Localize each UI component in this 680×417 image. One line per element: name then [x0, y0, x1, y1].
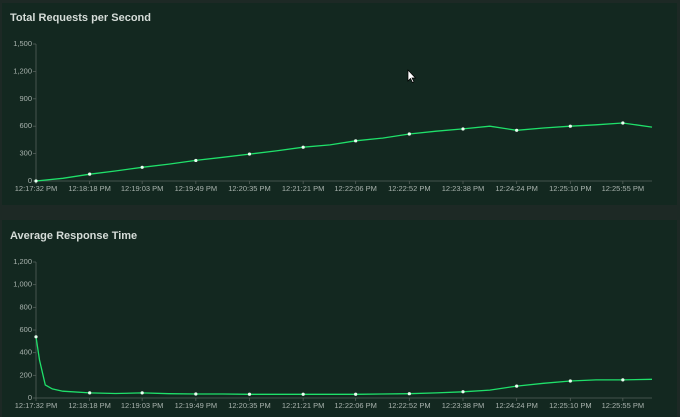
point — [301, 392, 305, 396]
x-tick-label: 12:22:52 PM — [388, 401, 431, 410]
x-tick-label: 12:22:52 PM — [388, 184, 431, 193]
x-tick-label: 12:19:49 PM — [175, 184, 218, 193]
x-tick-label: 12:17:32 PM — [15, 184, 58, 193]
y-tick-label: 1,200 — [13, 66, 32, 75]
y-tick-label: 0 — [28, 393, 32, 402]
y-tick-label: 600 — [19, 325, 32, 334]
y-tick-label: 800 — [19, 302, 32, 311]
x-tick-label: 12:21:21 PM — [282, 184, 325, 193]
cursor — [407, 69, 417, 83]
point — [34, 335, 38, 339]
x-tick-label: 12:22:06 PM — [334, 401, 377, 410]
point — [407, 392, 411, 396]
x-tick-label: 12:25:55 PM — [602, 401, 645, 410]
y-tick-label: 300 — [19, 149, 32, 158]
point — [515, 384, 519, 388]
y-tick-label: 0 — [28, 176, 32, 185]
point — [621, 121, 625, 125]
x-tick-label: 12:18:18 PM — [68, 184, 111, 193]
x-tick-label: 12:24:24 PM — [495, 401, 538, 410]
point — [621, 378, 625, 382]
point — [247, 152, 252, 156]
point — [34, 179, 38, 183]
point — [515, 128, 519, 132]
x-tick-label: 12:20:35 PM — [228, 184, 271, 193]
point — [247, 392, 252, 396]
x-tick-label: 12:23:38 PM — [442, 184, 485, 193]
x-tick-label: 12:17:32 PM — [15, 401, 58, 410]
x-tick-label: 12:21:21 PM — [282, 401, 325, 410]
point — [194, 158, 198, 163]
x-tick-label: 12:23:38 PM — [442, 401, 485, 410]
point — [301, 145, 305, 149]
y-tick-label: 1,200 — [13, 257, 32, 266]
x-tick-label: 12:25:10 PM — [549, 401, 592, 410]
x-tick-label: 12:25:55 PM — [602, 184, 645, 193]
x-tick-label: 12:18:18 PM — [68, 401, 111, 410]
point — [354, 139, 358, 143]
point — [140, 391, 144, 395]
point — [354, 392, 358, 396]
point — [88, 391, 92, 395]
y-tick-label: 400 — [19, 348, 32, 357]
point — [407, 132, 411, 136]
y-tick-label: 200 — [19, 370, 32, 379]
point — [568, 379, 572, 383]
point — [461, 390, 465, 394]
panel — [2, 220, 677, 417]
y-tick-label: 1,500 — [13, 39, 32, 48]
chart-title: Total Requests per Second — [10, 12, 151, 24]
point — [194, 392, 198, 396]
x-tick-label: 12:20:35 PM — [228, 401, 271, 410]
x-tick-label: 12:24:24 PM — [495, 184, 538, 193]
x-tick-label: 12:19:49 PM — [175, 401, 218, 410]
point — [88, 172, 92, 176]
panel — [2, 3, 677, 205]
chart-title: Average Response Time — [10, 230, 137, 242]
x-tick-label: 12:22:06 PM — [334, 184, 377, 193]
point — [140, 165, 144, 169]
x-tick-label: 12:19:03 PM — [121, 401, 164, 410]
x-tick-label: 12:25:10 PM — [549, 184, 592, 193]
point — [568, 124, 572, 128]
x-tick-label: 12:19:03 PM — [121, 184, 164, 193]
y-tick-label: 900 — [19, 94, 32, 103]
point — [461, 127, 465, 131]
line — [35, 122, 653, 182]
y-tick-label: 600 — [19, 121, 32, 130]
y-tick-label: 1,000 — [13, 280, 32, 289]
